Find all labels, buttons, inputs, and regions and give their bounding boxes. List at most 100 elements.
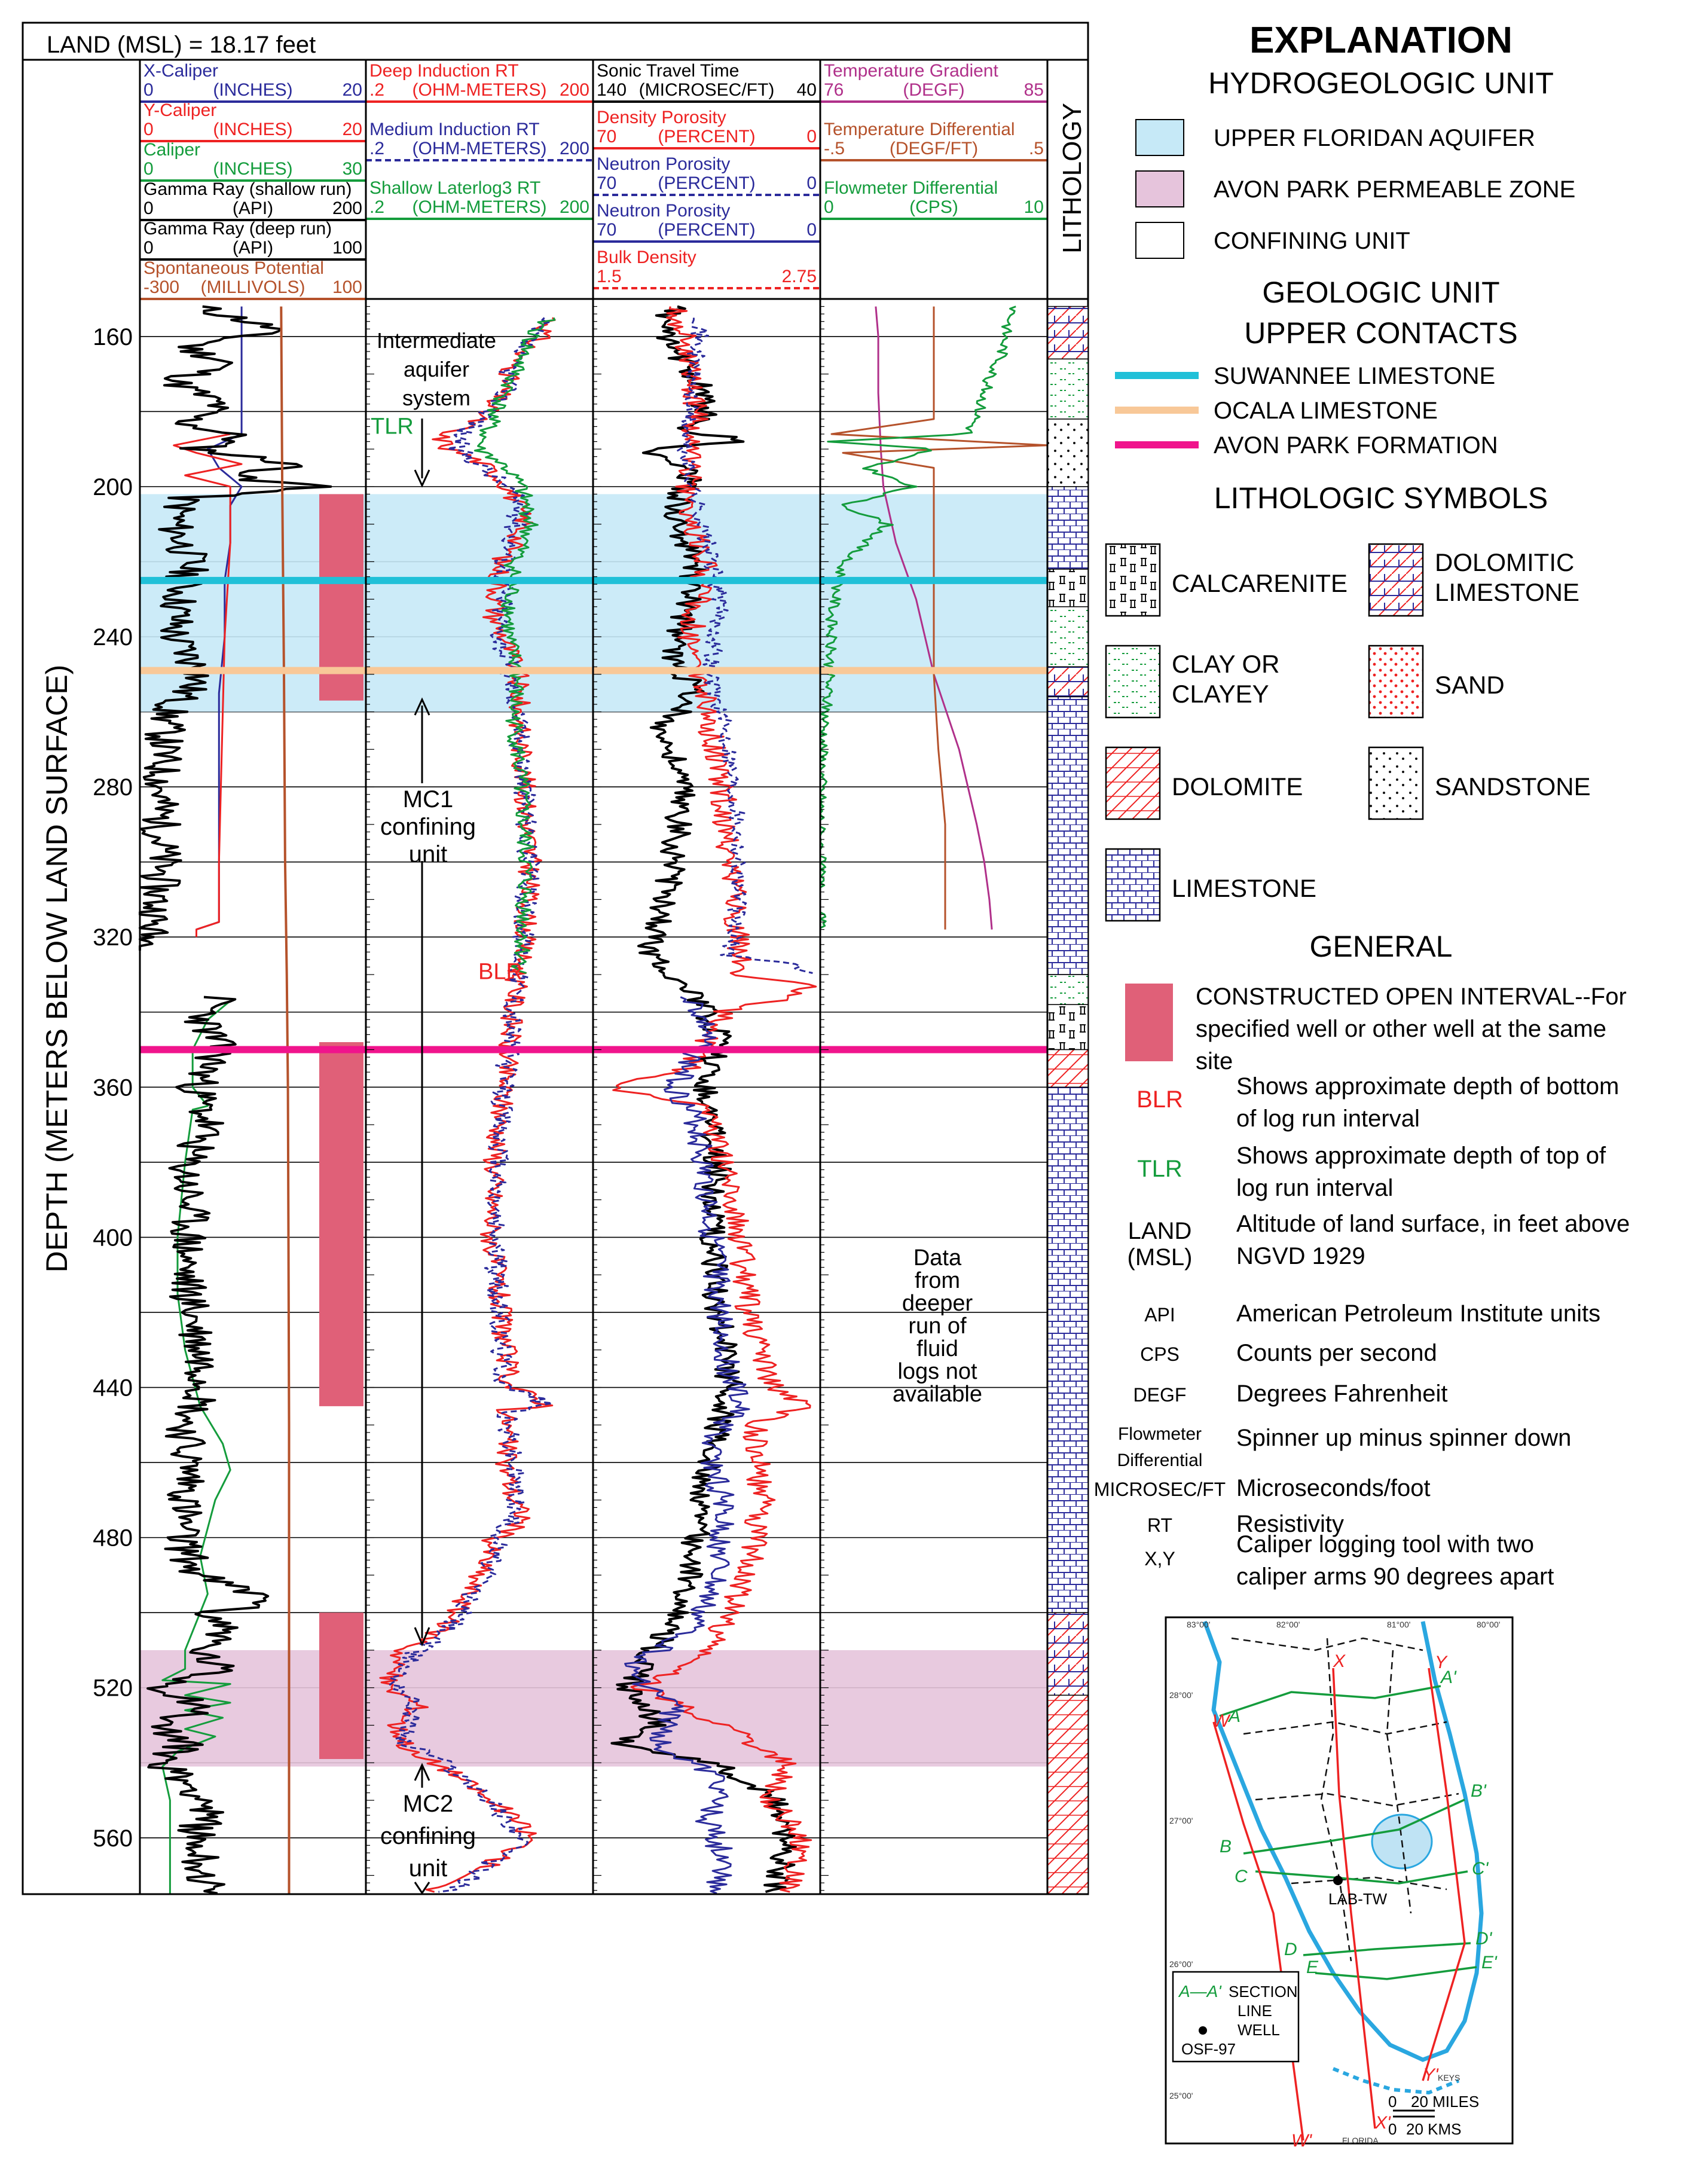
track-header-name: Shallow Laterlog3 RT [369,178,540,198]
section-label: Y' [1423,2065,1439,2085]
track-header-name: Neutron Porosity [597,201,730,221]
track-header-name: Caliper [143,140,200,160]
def-term: X,Y [1144,1548,1175,1569]
def-text: Shows approximate depth of bottom [1236,1073,1619,1100]
blr-marker: BLR [478,960,523,985]
track-header-name: Medium Induction RT [369,120,540,139]
def-text: Resistivity [1236,1511,1344,1537]
arrow-head [414,1882,430,1895]
general-heading: GENERAL [1310,930,1453,963]
depth-tick-label: 240 [93,624,133,651]
mc2-confining-label: unit [409,1855,448,1882]
litho-swatch [1368,645,1424,719]
section-line [1315,1966,1477,1980]
track-header-left: 0 [143,199,154,218]
track-header-left: 0 [143,120,154,139]
depth-tick-label: 360 [93,1074,133,1101]
geo-heading: UPPER CONTACTS [1244,316,1517,350]
county-line [1291,1876,1447,1891]
lon-label: 83°00' [1187,1620,1210,1629]
track-header-name: Density Porosity [597,108,726,127]
track-header-right: 200 [560,139,589,158]
track-header-left: 70 [597,173,616,193]
def-text: Altitude of land surface, in feet above [1236,1211,1630,1237]
arrow-head [414,1763,430,1781]
open-interval-text: CONSTRUCTED OPEN INTERVAL--For [1196,984,1627,1010]
section-label: E [1306,1958,1319,1977]
scale-label: 20 MILES [1411,2093,1479,2111]
coastline [1202,1620,1484,2062]
track-header-right: 85 [1024,80,1044,100]
track-header-unit: (OHM-METERS) [413,197,547,217]
def-term: Differential [1117,1451,1203,1470]
explanation-title: EXPLANATION [1249,20,1513,61]
section-label: X' [1374,2113,1391,2133]
log-panel-frame [22,22,1089,1895]
litho-label: CLAYEY [1172,680,1269,708]
track-header-name: X-Caliper [143,61,218,81]
def-term: LAND [1128,1218,1192,1244]
track-header-unit: (DEGF/FT) [890,139,978,158]
well-label: LAB-TW [1328,1890,1388,1908]
scale-label: 0 [1388,2093,1397,2111]
map-legend-section: SECTION [1229,1983,1298,2001]
log-curve [173,433,243,938]
lithology-interval [1047,666,1089,698]
track-header-unit: (MILLIVOLS) [200,277,305,297]
intermediate-aquifer-label: Intermediate [377,328,496,353]
track-header-right: 20 [343,120,362,139]
def-term: BLR [1136,1086,1183,1113]
track-header-unit: (INCHES) [213,159,292,179]
track-header-right: .5 [1029,139,1044,158]
def-term: API [1144,1304,1175,1326]
section-label: W [1212,1711,1231,1731]
data-note: deeper [902,1291,973,1316]
section-line-red [1332,1668,1376,2129]
mc1-confining-label: confining [380,814,476,840]
def-term: (MSL) [1128,1244,1193,1271]
log-curve [830,306,1049,930]
map-florida-label: FLORIDA [1342,2136,1379,2145]
open-interval [319,494,363,701]
section-line [1243,1798,1465,1855]
county-line [1320,1638,1352,1962]
track-header-left: 1.5 [597,267,622,286]
keys-coast [1332,2067,1460,2095]
lithology-interval [1047,486,1089,570]
county-line [1386,1650,1412,1914]
litho-label: SANDSTONE [1435,772,1591,801]
log-curve [161,1000,231,1894]
track-header-unit: (PERCENT) [658,220,755,240]
map-keys-label: KEYS [1438,2073,1460,2082]
mc2-confining-label: confining [380,1823,476,1849]
lithology-interval [1047,1049,1089,1088]
intermediate-aquifer-label: system [402,386,470,410]
track-header-name: Neutron Porosity [597,154,730,174]
contact-label: AVON PARK FORMATION [1214,432,1498,459]
track-header-unit: (PERCENT) [658,127,755,146]
def-term: MICROSEC/FT [1094,1479,1226,1500]
def-text: of log run interval [1236,1106,1420,1132]
track-header-right: 100 [332,238,362,258]
track-header-unit: (API) [233,238,273,258]
def-text: caliper arms 90 degrees apart [1236,1564,1554,1590]
track-header-unit: (OHM-METERS) [413,139,547,158]
log-curve [473,317,556,974]
map-legend-well: WELL [1238,2021,1280,2039]
track-header-name: Spontaneous Potential [143,258,324,278]
litho-swatch [1105,746,1161,820]
track-header-unit: (PERCENT) [658,173,755,193]
track-borders [23,60,1088,1895]
depth-tick-label: 520 [93,1675,133,1702]
litho-label: SAND [1435,671,1505,699]
def-term: TLR [1137,1156,1183,1182]
def-text: Counts per second [1236,1340,1437,1366]
lithology-interval [1047,1694,1089,1895]
lat-label: 25°00' [1169,2091,1193,2100]
section-label: A [1227,1706,1240,1726]
track-header-right: 10 [1024,197,1044,217]
data-note: logs not [897,1359,977,1384]
log-curve [612,306,817,1893]
log-curve [875,306,993,930]
